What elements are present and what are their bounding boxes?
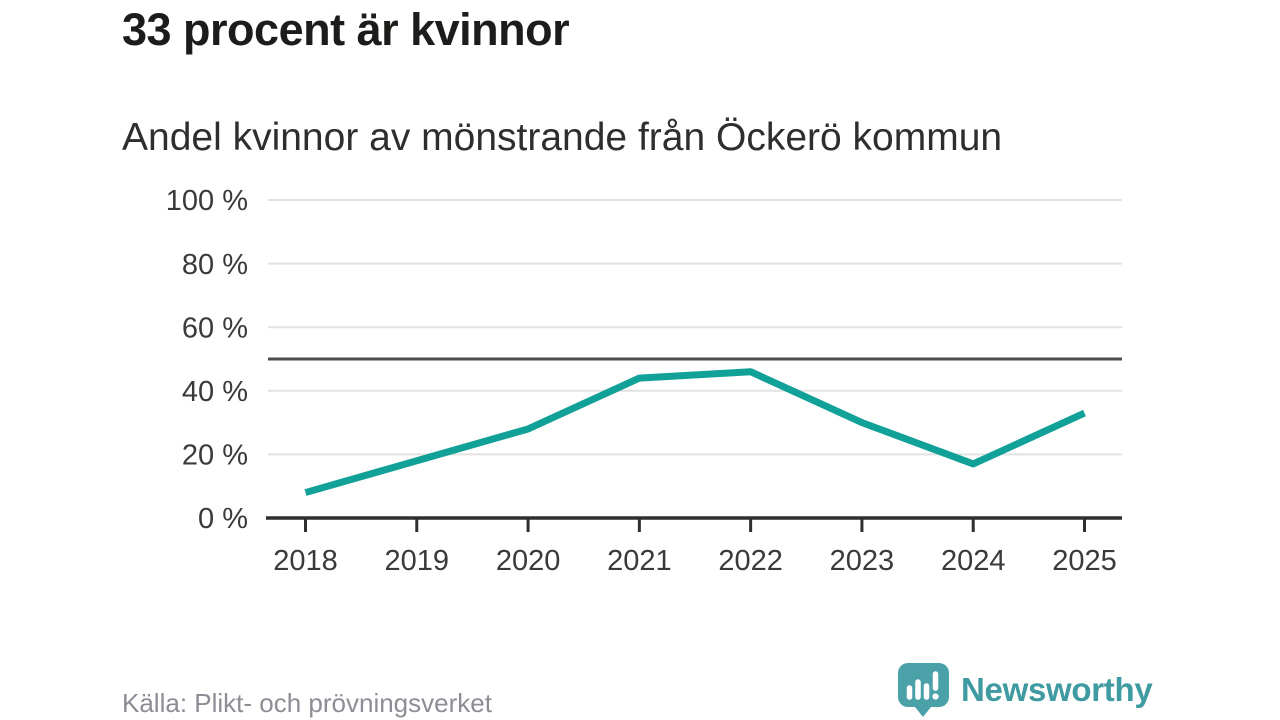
newsworthy-logo-text: Newsworthy [961, 671, 1153, 708]
x-tick-label: 2022 [718, 545, 783, 577]
y-tick-label: 60 % [182, 312, 248, 344]
trend-line [304, 368, 1086, 496]
exclamation-dot [932, 693, 939, 700]
source-caption: Källa: Plikt- och prövningsverket [122, 688, 492, 718]
x-tick-label: 2025 [1052, 545, 1117, 577]
x-tick-label: 2020 [496, 545, 561, 577]
line-chart: 0 % 20 % 40 % 60 % 80 % 100 % 2018 2019 2020 2021… [166, 185, 1122, 577]
speech-bubble-shape [898, 663, 949, 717]
y-tick-label: 100 % [166, 185, 248, 217]
x-tick-label: 2021 [607, 545, 672, 577]
newsworthy-logo: Newsworthy [896, 661, 1153, 719]
x-tick-label: 2018 [273, 545, 338, 577]
x-tick-label: 2023 [830, 545, 895, 577]
y-tick-label: 0 % [198, 503, 248, 535]
newsworthy-logo-icon [898, 663, 949, 717]
x-tick-label: 2019 [385, 545, 450, 577]
x-tick-label: 2024 [941, 545, 1006, 577]
y-tick-label: 80 % [182, 249, 248, 281]
y-tick-label: 40 % [182, 376, 248, 408]
page-title: 33 procent är kvinnor [122, 4, 570, 55]
chart-subtitle: Andel kvinnor av mönstrande från Öckerö … [122, 116, 1003, 159]
bar-chart-glyph [906, 671, 939, 700]
y-tick-label: 20 % [182, 440, 248, 472]
